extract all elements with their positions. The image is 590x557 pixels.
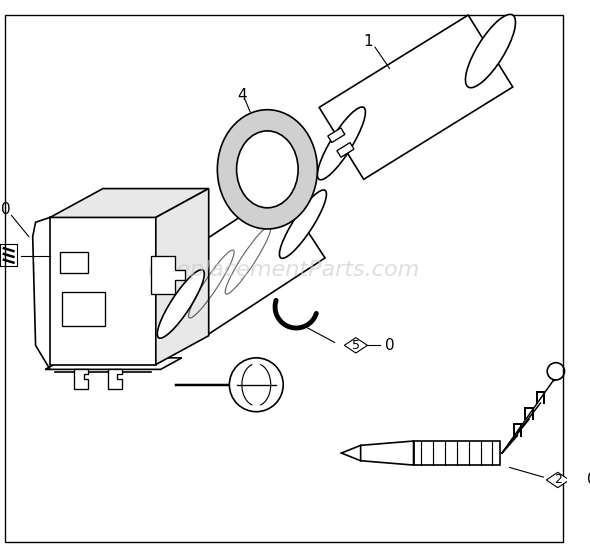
Bar xyxy=(61,292,105,326)
Text: 5: 5 xyxy=(352,339,360,352)
Ellipse shape xyxy=(466,14,516,87)
Ellipse shape xyxy=(237,131,298,208)
Polygon shape xyxy=(546,472,569,488)
Text: 0: 0 xyxy=(1,202,11,217)
Polygon shape xyxy=(74,369,88,389)
Text: 0: 0 xyxy=(385,338,394,353)
Polygon shape xyxy=(328,128,345,143)
Ellipse shape xyxy=(217,110,317,229)
Bar xyxy=(60,252,88,273)
Polygon shape xyxy=(50,217,156,365)
Polygon shape xyxy=(345,338,368,353)
Circle shape xyxy=(230,358,283,412)
Polygon shape xyxy=(360,441,414,465)
Ellipse shape xyxy=(317,107,365,180)
Ellipse shape xyxy=(158,270,204,338)
Polygon shape xyxy=(159,190,325,338)
Bar xyxy=(414,441,500,465)
Polygon shape xyxy=(151,256,185,294)
Text: 1: 1 xyxy=(363,34,373,49)
Text: eReplacementParts.com: eReplacementParts.com xyxy=(148,260,420,280)
Polygon shape xyxy=(50,189,209,217)
Polygon shape xyxy=(108,369,122,389)
Polygon shape xyxy=(319,15,513,179)
Text: 2: 2 xyxy=(554,473,562,486)
Polygon shape xyxy=(156,189,209,365)
Ellipse shape xyxy=(280,190,326,258)
Text: 0: 0 xyxy=(586,472,590,487)
Polygon shape xyxy=(45,358,182,369)
Text: 4: 4 xyxy=(238,88,247,103)
Polygon shape xyxy=(337,143,354,157)
